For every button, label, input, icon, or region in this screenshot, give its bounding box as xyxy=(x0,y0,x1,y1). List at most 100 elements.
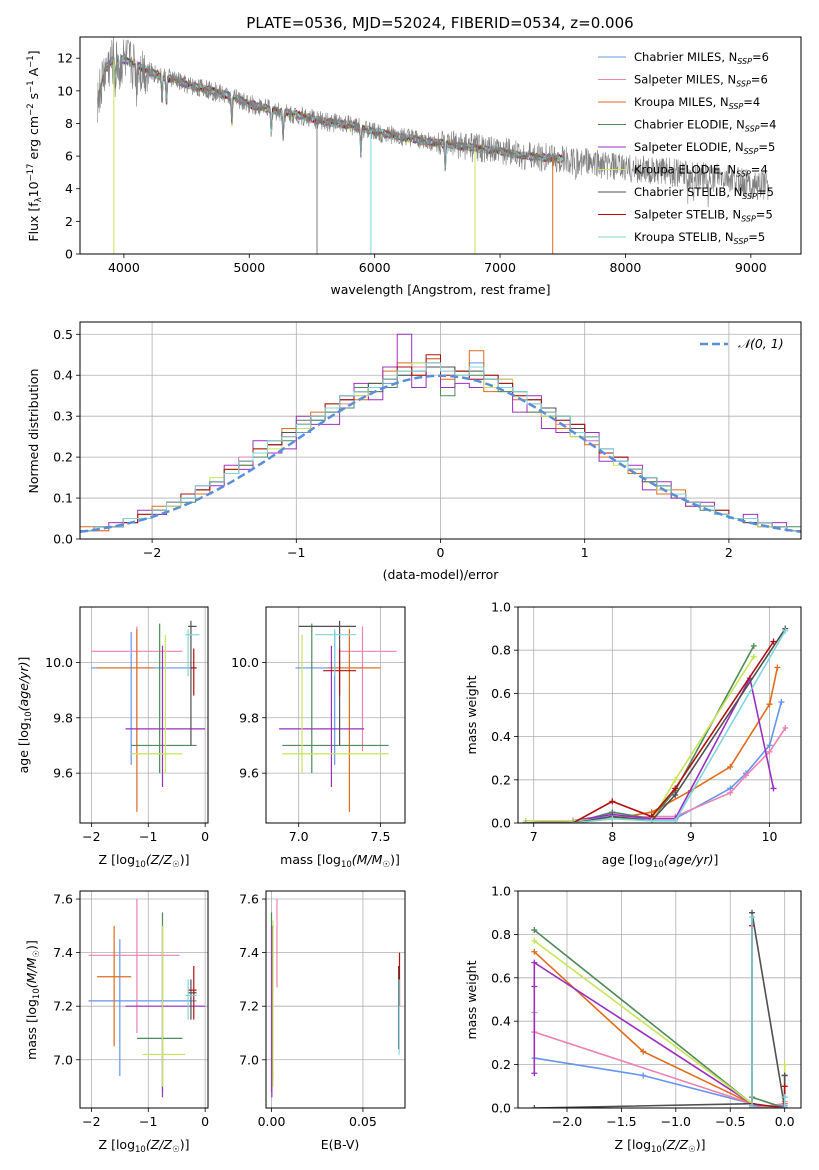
data-point-marker xyxy=(609,815,616,822)
x-tick-label: 1 xyxy=(581,545,589,560)
observed-spectrum-line xyxy=(97,37,770,208)
x-tick-label: −1.0 xyxy=(661,1114,691,1129)
x-tick-label: 8 xyxy=(608,829,616,844)
x-axis-label: Z [log10(Z/Z☉)] xyxy=(99,1137,190,1155)
x-tick-label: 10 xyxy=(762,829,778,844)
legend-entry: 𝒩(0, 1) xyxy=(738,336,784,351)
x-tick-label: −2 xyxy=(82,1114,100,1129)
x-tick-label: −2 xyxy=(82,829,100,844)
data-point-marker xyxy=(781,1105,788,1108)
x-axis-label: Z [log10(Z/Z☉)] xyxy=(99,852,190,870)
x-tick-label: 9 xyxy=(687,829,695,844)
y-tick-label: 9.6 xyxy=(239,766,259,781)
data-point-marker xyxy=(781,1094,788,1101)
data-point-marker xyxy=(770,638,777,645)
y-tick-label: 7.0 xyxy=(239,1052,259,1067)
data-point-marker xyxy=(778,699,785,706)
mass-weight-line xyxy=(533,929,786,1108)
mass-weight-line xyxy=(525,645,755,823)
mass-weight-line xyxy=(751,917,786,1108)
y-tick-label: 10 xyxy=(57,83,73,98)
x-tick-label: 0.00 xyxy=(258,1114,286,1129)
y-tick-label: 0.5 xyxy=(53,327,73,342)
data-point-marker xyxy=(531,959,538,966)
axes-frame xyxy=(265,606,406,824)
legend-entry: Chabrier ELODIE, NSSP=4 xyxy=(634,118,776,134)
y-tick-label: 7.6 xyxy=(53,892,73,907)
legend: Chabrier MILES, NSSP=6 Salpeter MILES, NS… xyxy=(598,50,776,246)
data-point-marker xyxy=(749,1105,756,1108)
y-tick-label: 0.3 xyxy=(53,409,73,424)
data-point-marker xyxy=(609,798,616,805)
chart-panel-8: −2.0 −1.5 −1.0 −0.5 0.0 0.0 0.2 0.4 0.6 0.8 1.0 Z [… xyxy=(464,884,802,1155)
chart-panel-2: −2 −1 0 1 2 0.0 0.1 0.2 0.3 0.4 0.5 𝒩(0, 1) (data-mo… xyxy=(26,321,802,582)
x-axis-label: mass [log10(M/M☉)] xyxy=(280,852,400,870)
axes-frame xyxy=(79,606,209,824)
x-tick-label: 7 xyxy=(530,829,538,844)
data-point-marker xyxy=(766,701,773,708)
legend-entry: Chabrier MILES, NSSP=6 xyxy=(634,50,769,66)
x-tick-label: 7.5 xyxy=(371,829,391,844)
y-tick-label: 1.0 xyxy=(491,884,511,899)
data-point-marker xyxy=(781,1061,788,1068)
x-tick-label: 0 xyxy=(201,829,209,844)
legend-entry: Kroupa MILES, NSSP=4 xyxy=(634,95,760,111)
x-tick-label: −2 xyxy=(143,545,161,560)
x-tick-label: 9000 xyxy=(735,260,767,275)
mass-weight-line xyxy=(525,656,755,822)
y-tick-label: 0.8 xyxy=(491,643,511,658)
data-point-marker xyxy=(531,983,538,990)
data-point-marker xyxy=(750,653,757,660)
data-point-marker xyxy=(672,785,679,792)
y-tick-label: 7.4 xyxy=(239,945,259,960)
x-tick-label: 7000 xyxy=(484,260,516,275)
y-tick-label: 10.0 xyxy=(231,655,259,670)
y-tick-label: 0.4 xyxy=(491,729,511,744)
x-axis-label: wavelength [Angstrom, rest frame] xyxy=(330,282,550,297)
data-point-marker xyxy=(727,789,734,796)
x-tick-label: −1 xyxy=(139,1114,157,1129)
plot-area xyxy=(88,899,206,1098)
plot-area xyxy=(279,620,397,812)
legend-entry: Kroupa STELIB, NSSP=5 xyxy=(634,230,765,246)
y-tick-label: 9.8 xyxy=(53,710,73,725)
data-point-marker xyxy=(672,791,679,798)
y-axis-label: age [log10(age/yr)] xyxy=(16,657,34,774)
axes-frame xyxy=(79,36,802,255)
data-point-marker xyxy=(640,1072,647,1079)
data-point-marker xyxy=(774,664,781,671)
y-tick-label: 12 xyxy=(57,51,73,66)
y-tick-label: 7.4 xyxy=(53,945,73,960)
data-point-marker xyxy=(672,776,679,783)
y-tick-label: 0.0 xyxy=(53,532,73,547)
y-tick-label: 7.6 xyxy=(239,892,259,907)
x-tick-label: 0.0 xyxy=(775,1114,795,1129)
y-tick-label: 0.4 xyxy=(53,368,73,383)
chart-panel-5: 7 8 9 10 0.0 0.2 0.4 0.6 0.8 1.0 age [log10(age/yr… xyxy=(464,600,802,870)
data-point-marker xyxy=(640,1048,647,1055)
mass-weight-line xyxy=(525,630,786,823)
chart-panel-4: 7.0 7.5 9.6 9.8 10.0 mass [log10(M/M☉)] xyxy=(231,606,406,870)
mass-weight-line xyxy=(525,641,775,823)
mass-weight-line xyxy=(525,701,783,823)
y-tick-label: 9.6 xyxy=(53,766,73,781)
y-axis-label: mass weight xyxy=(464,675,479,754)
x-tick-label: 4000 xyxy=(108,260,140,275)
x-tick-label: −1 xyxy=(139,829,157,844)
data-point-marker xyxy=(531,948,538,955)
y-tick-label: 10.0 xyxy=(45,655,73,670)
y-tick-label: 7.2 xyxy=(239,999,259,1014)
chart-panel-7: 0.00 0.05 7.0 7.2 7.4 7.6 E(B-V) xyxy=(239,890,406,1152)
legend-entry: Salpeter ELODIE, NSSP=5 xyxy=(634,140,775,156)
y-tick-label: 0.6 xyxy=(491,686,511,701)
data-point-marker xyxy=(781,1083,788,1090)
plot-area xyxy=(522,625,789,823)
axes-frame xyxy=(517,890,802,1109)
data-point-marker xyxy=(531,1070,538,1077)
legend-entry: Salpeter STELIB, NSSP=5 xyxy=(634,208,773,224)
y-tick-label: 0.1 xyxy=(53,491,73,506)
y-tick-label: 0.8 xyxy=(491,927,511,942)
data-point-marker xyxy=(531,927,538,934)
x-tick-label: −0.5 xyxy=(715,1114,745,1129)
